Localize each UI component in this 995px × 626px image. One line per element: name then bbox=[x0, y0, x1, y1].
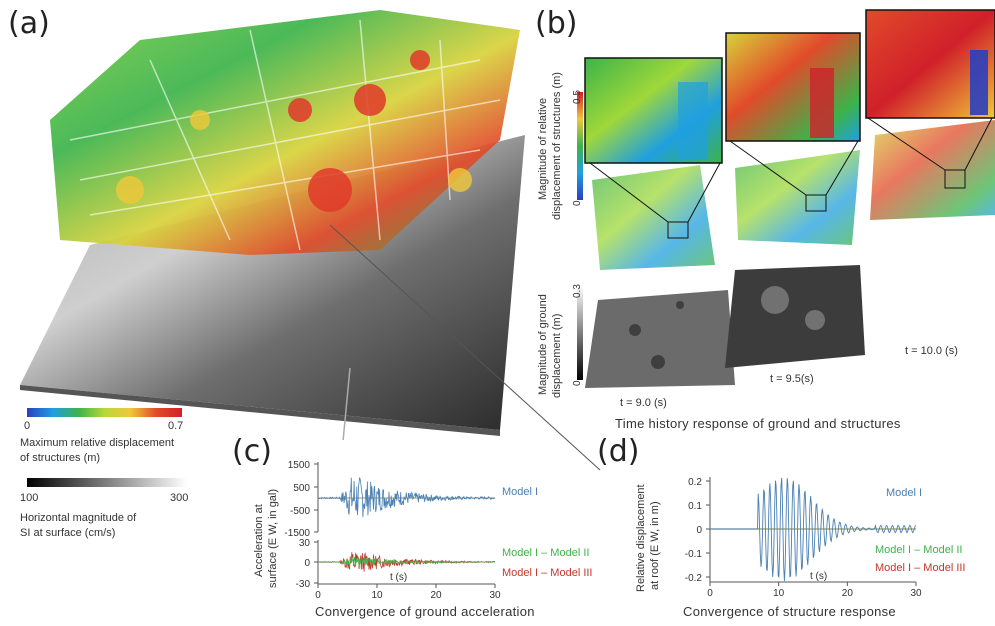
time-label-1: t = 9.0 (s) bbox=[620, 397, 667, 409]
d-xlabel: t (s) bbox=[810, 571, 827, 582]
d-y-tick: 0.1 bbox=[688, 501, 702, 512]
ground-tick-max: 0.3 bbox=[572, 284, 583, 298]
c-top-tick: -1500 bbox=[284, 528, 310, 539]
d-legend-model1: Model I bbox=[886, 487, 922, 499]
structure-colorbar-min: 0 bbox=[24, 420, 31, 432]
c-top-tick: 500 bbox=[293, 483, 310, 494]
struct-axis-label-1: Magnitude of relative bbox=[537, 98, 549, 200]
time-label-3: t = 10.0 (s) bbox=[905, 345, 958, 357]
ground-colorbar bbox=[27, 478, 187, 487]
d-y-tick: 0.2 bbox=[688, 477, 702, 488]
c-legend-model3: Model I – Model III bbox=[502, 567, 593, 579]
d-x-tick: 30 bbox=[910, 588, 922, 599]
ground-tick-min: 0 bbox=[572, 380, 583, 386]
ground-colorbar-title-1: Horizontal magnitude of bbox=[20, 512, 137, 524]
ground-colorbar-title-2: SI at surface (cm/s) bbox=[20, 527, 116, 539]
c-xlabel: t (s) bbox=[390, 572, 407, 583]
d-ylabel-2: at roof (E W, in m) bbox=[649, 501, 661, 590]
c-ylabel-2: surface (E W, in gal) bbox=[267, 489, 279, 588]
c-legend-model2: Model I – Model II bbox=[502, 547, 589, 559]
time-label-2: t = 9.5(s) bbox=[770, 373, 814, 385]
ground-axis-label-1: Magnitude of ground bbox=[537, 294, 549, 395]
d-x-tick: 0 bbox=[707, 588, 713, 599]
c-x-tick: 10 bbox=[371, 590, 383, 601]
c-bottom-tick: 0 bbox=[304, 558, 310, 569]
structure-colorbar-title-1: Maximum relative displacement bbox=[20, 437, 175, 449]
structure-response-chart: Relative displacement at roof (E W, in m… bbox=[635, 477, 966, 599]
ground-acceleration-chart: Acceleration at surface (E W, in gal) 15… bbox=[253, 460, 593, 601]
d-x-tick: 10 bbox=[773, 588, 785, 599]
time-history-panel: Magnitude of relative displacement of st… bbox=[537, 9, 995, 398]
ground-colorbar-max: 300 bbox=[170, 492, 189, 504]
d-legend-model3: Model I – Model III bbox=[875, 562, 966, 574]
d-series-model1 bbox=[710, 477, 917, 582]
c-bottom-tick: -30 bbox=[296, 579, 311, 590]
panel-label-c: (c) bbox=[232, 434, 272, 469]
city-structures bbox=[50, 10, 520, 255]
c-ylabel-1: Acceleration at bbox=[253, 504, 265, 577]
structure-colorbar bbox=[27, 408, 182, 417]
c-x-tick: 20 bbox=[430, 590, 442, 601]
d-legend-model2: Model I – Model II bbox=[875, 544, 962, 556]
struct-tick-min: 0 bbox=[572, 200, 583, 206]
d-y-tick: -0.2 bbox=[685, 573, 703, 584]
structure-colorbar-max: 0.7 bbox=[168, 420, 184, 432]
c-legend-model1: Model I bbox=[502, 486, 538, 498]
c-top-tick: -500 bbox=[290, 506, 310, 517]
c-x-tick: 0 bbox=[315, 590, 321, 601]
c-series-model1 bbox=[317, 477, 496, 518]
ground-colorbar-min: 100 bbox=[20, 492, 39, 504]
c-top-tick: 1500 bbox=[288, 460, 311, 471]
panel-c-caption: Convergence of ground acceleration bbox=[315, 604, 535, 619]
panel-label-b: (b) bbox=[535, 6, 578, 41]
panel-label-d: (d) bbox=[597, 434, 640, 469]
ground-axis-label-2: displacement (m) bbox=[551, 314, 563, 398]
city-3d-visualization bbox=[20, 10, 525, 440]
c-series-model2 bbox=[317, 556, 495, 568]
d-x-tick: 20 bbox=[842, 588, 854, 599]
panel-label-a: (a) bbox=[8, 6, 50, 41]
struct-axis-label-2: displacement of structures (m) bbox=[551, 72, 563, 220]
struct-tick-max: 0.5 bbox=[572, 90, 583, 104]
panel-d-caption: Convergence of structure response bbox=[683, 604, 896, 619]
d-ylabel-1: Relative displacement bbox=[635, 484, 647, 592]
c-bottom-tick: 30 bbox=[299, 538, 311, 549]
d-y-tick: -0.1 bbox=[685, 549, 703, 560]
c-x-tick: 30 bbox=[489, 590, 501, 601]
panel-b-caption: Time history response of ground and stru… bbox=[615, 416, 901, 431]
d-y-tick: 0 bbox=[696, 525, 702, 536]
structure-colorbar-title-2: of structures (m) bbox=[20, 452, 101, 464]
